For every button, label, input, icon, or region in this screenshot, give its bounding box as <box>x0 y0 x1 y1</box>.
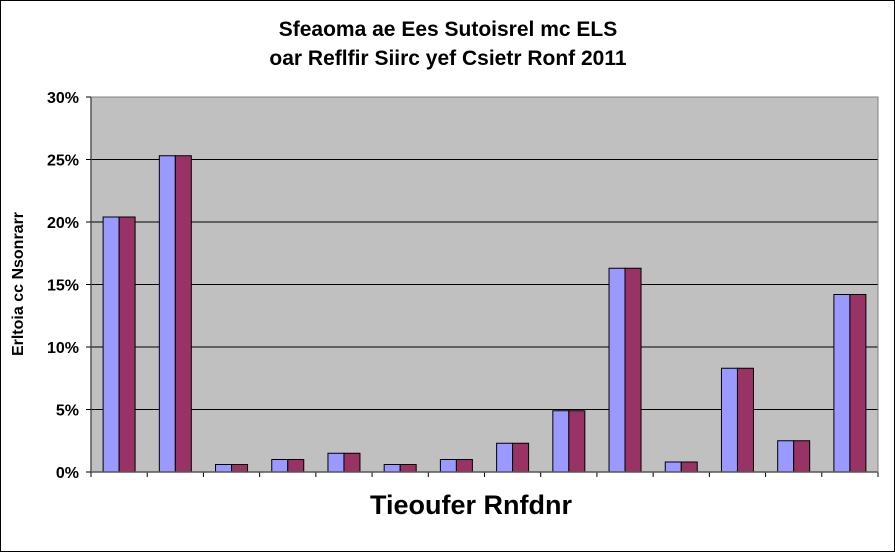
bar-series-2 <box>624 267 642 473</box>
bar-series-1 <box>833 294 851 473</box>
bar-series-1 <box>608 267 626 473</box>
y-axis-title: Erltoia cc Nsonrarr <box>10 212 27 356</box>
bar-series-2 <box>793 440 811 473</box>
y-tick-label: 25% <box>47 153 79 170</box>
bars <box>102 155 867 473</box>
chart-title-line-2: oar Reflfir Siirc yef Csietr Ronf 2011 <box>269 47 626 70</box>
x-axis-title: Tieoufer Rnfdnr <box>370 490 572 520</box>
bar-series-2 <box>849 294 867 473</box>
chart-title-line-1: Sfeaoma ae Ees Sutoisrel mc ELS <box>279 18 617 41</box>
y-tick-labels: 0% 5% 10% 15% 20% 25% 30% <box>47 90 91 482</box>
bar-series-1 <box>327 452 345 473</box>
bar-series-1 <box>777 440 795 473</box>
bar-series-1 <box>439 459 457 473</box>
bar-series-2 <box>736 367 754 473</box>
y-tick-label: 15% <box>47 278 79 295</box>
y-tick-label: 0% <box>56 465 79 482</box>
bar-series-1 <box>215 464 233 473</box>
bar-series-2 <box>174 155 192 473</box>
bar-series-1 <box>720 367 738 473</box>
y-tick-label: 10% <box>47 340 79 357</box>
bar-series-2 <box>455 459 473 473</box>
bar-series-1 <box>383 464 401 473</box>
bar-series-1 <box>552 410 570 473</box>
y-tick-label: 30% <box>47 90 79 107</box>
bar-series-2 <box>118 216 136 473</box>
bar-series-1 <box>664 461 682 473</box>
bar-series-1 <box>102 216 120 473</box>
bar-series-2 <box>343 452 361 473</box>
bar-series-1 <box>158 155 176 473</box>
bar-series-2 <box>568 410 586 473</box>
bar-series-1 <box>271 459 289 473</box>
bar-series-1 <box>496 442 514 473</box>
y-tick-label: 20% <box>47 215 79 232</box>
bar-series-2 <box>231 464 249 473</box>
bar-series-2 <box>399 464 417 473</box>
bar-series-2 <box>512 442 530 473</box>
bar-series-2 <box>680 461 698 473</box>
y-tick-label: 5% <box>56 403 79 420</box>
bar-series-2 <box>287 459 305 473</box>
